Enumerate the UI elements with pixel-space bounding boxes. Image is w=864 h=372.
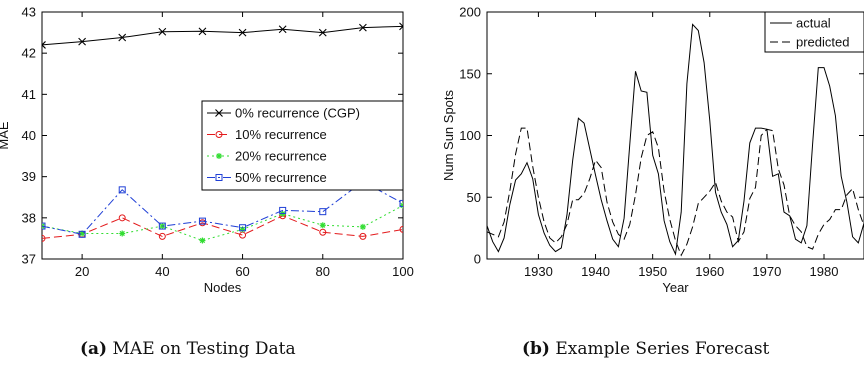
series-line-3 xyxy=(42,181,403,235)
legend-entry: predicted xyxy=(796,35,849,50)
chart-0: 20 40 60 80 100 37 38 39 40 41 42 43 Nodes MAE 0% recu… xyxy=(0,5,414,296)
caption-a: (a) MAE on Testing Data xyxy=(80,339,296,359)
series-group xyxy=(42,22,403,244)
data-point xyxy=(158,27,167,36)
legend: 0% recurrence (CGP) 10% recurrence 20% rec… xyxy=(201,100,404,191)
legend-entry: 0% recurrence (CGP) xyxy=(235,106,360,121)
data-point xyxy=(399,199,403,207)
series-line-1 xyxy=(487,127,864,257)
legend-entry: 50% recurrence xyxy=(235,170,327,185)
data-point xyxy=(198,217,206,225)
x-tick-label: 40 xyxy=(155,264,169,279)
data-point xyxy=(359,223,366,230)
chart-1: 1930 1940 1950 1960 1970 1980 0 50 100 150 200 Year… xyxy=(441,5,864,295)
legend-marker xyxy=(215,109,223,117)
series-line-0 xyxy=(42,25,403,46)
x-tick-label: 1950 xyxy=(638,264,667,279)
legend-box xyxy=(764,11,864,53)
data-point xyxy=(238,28,247,37)
series-line-0 xyxy=(487,23,864,256)
x-axis-label: Nodes xyxy=(204,280,242,295)
data-point xyxy=(359,23,367,32)
y-axis-label: MAE xyxy=(0,121,11,150)
data-point xyxy=(118,33,127,42)
data-point xyxy=(319,228,327,236)
data-point xyxy=(359,232,367,240)
legend: actual predicted xyxy=(764,11,864,53)
x-tick-label: 100 xyxy=(392,264,414,279)
data-point xyxy=(118,186,126,194)
x-tick-label: 20 xyxy=(75,264,89,279)
data-point xyxy=(318,28,327,37)
y-tick-label: 0 xyxy=(474,252,481,267)
data-point xyxy=(118,214,126,222)
data-point xyxy=(158,232,166,240)
y-axis-label: Num Sun Spots xyxy=(441,89,456,181)
legend-entry: 10% recurrence xyxy=(235,127,327,142)
x-tick-label: 80 xyxy=(316,264,330,279)
data-point xyxy=(279,206,287,214)
x-tick-label: 1940 xyxy=(581,264,610,279)
series-group xyxy=(487,23,864,257)
data-point xyxy=(42,234,46,242)
data-point xyxy=(400,202,403,209)
x-tick-label: 1970 xyxy=(752,264,781,279)
data-point xyxy=(159,223,166,230)
y-tick-label: 150 xyxy=(459,66,481,81)
data-point xyxy=(239,224,247,232)
legend-marker xyxy=(215,174,223,181)
legend-marker xyxy=(215,131,223,138)
y-tick-label: 39 xyxy=(22,169,36,184)
y-tick-label: 200 xyxy=(459,5,481,20)
data-point xyxy=(319,222,326,229)
y-tick-label: 43 xyxy=(22,5,36,20)
caption-b: (b) Example Series Forecast xyxy=(522,339,770,359)
data-point xyxy=(42,41,46,49)
y-tick-label: 40 xyxy=(22,128,36,143)
legend-marker xyxy=(216,153,222,159)
data-point xyxy=(199,237,206,244)
y-tick-label: 37 xyxy=(22,252,36,267)
data-point xyxy=(78,37,87,46)
x-tick-label: 1930 xyxy=(524,264,553,279)
data-point xyxy=(78,230,86,238)
y-tick-label: 42 xyxy=(22,46,36,61)
data-point xyxy=(399,225,403,233)
data-point xyxy=(119,230,126,237)
data-point xyxy=(198,27,207,36)
y-tick-label: 100 xyxy=(459,128,481,143)
x-tick-label: 1980 xyxy=(810,264,839,279)
legend-entry: actual xyxy=(796,16,831,31)
y-tick-label: 38 xyxy=(22,210,36,225)
data-point xyxy=(278,25,287,34)
data-point xyxy=(79,230,86,237)
legend-entry: 20% recurrence xyxy=(235,149,327,164)
x-tick-label: 60 xyxy=(235,264,249,279)
data-point xyxy=(42,222,46,230)
data-point xyxy=(158,222,166,230)
x-axis-label: Year xyxy=(662,280,689,295)
legend-box xyxy=(201,100,404,191)
y-tick-label: 50 xyxy=(467,190,481,205)
data-point xyxy=(319,208,327,216)
series-line-2 xyxy=(42,205,403,242)
y-tick-label: 41 xyxy=(22,87,36,102)
data-point xyxy=(399,22,403,31)
series-line-1 xyxy=(42,215,403,239)
x-tick-label: 1960 xyxy=(695,264,724,279)
data-point xyxy=(239,231,247,239)
data-point xyxy=(239,226,246,233)
